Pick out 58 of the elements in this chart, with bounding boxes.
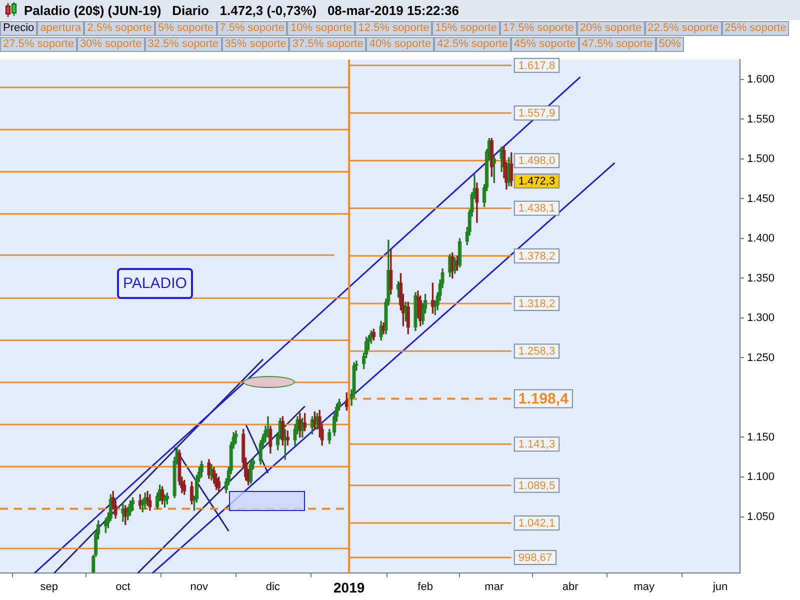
- text: 35% soporte: [222, 37, 290, 52]
- x-tick-label: abr: [562, 580, 579, 593]
- data-label: 1.557,9: [518, 107, 556, 120]
- chart-title: Paladio (20$) (JUN-19) Diario 1.472,3 (-0,73%) 08-mar-2019 15:22:36: [24, 2, 459, 18]
- text: 40% soporte: [366, 37, 434, 52]
- data-label: 1.089,5: [518, 480, 556, 492]
- x-tick-label: oct: [116, 580, 130, 593]
- data-label: 1.042,1: [518, 518, 556, 530]
- annotation: 1.472,3: [518, 176, 556, 188]
- text: apertura: [37, 21, 84, 36]
- data-label: 1.198,4: [518, 390, 570, 408]
- y-tick-label: 1.500: [747, 153, 775, 166]
- text: 25% soporte: [722, 21, 790, 36]
- y-tick-label: 1.150: [747, 431, 775, 444]
- x-tick-label: sep: [40, 580, 58, 593]
- text: 15% soporte: [432, 21, 500, 36]
- text: 12.5% soporte: [355, 21, 432, 36]
- y-tick-label: 1.400: [747, 232, 775, 245]
- data-label: 1.318,2: [518, 298, 556, 310]
- text: 42.5% soporte: [434, 37, 512, 52]
- text: 50%: [656, 37, 684, 52]
- text: 27.5% soporte: [0, 37, 77, 52]
- x-tick-label: may: [634, 580, 656, 593]
- annotation: PALADIO: [117, 268, 193, 299]
- y-tick-label: 1.250: [747, 352, 775, 364]
- x-tick-label: mar: [484, 580, 504, 593]
- text: 10% soporte: [287, 21, 356, 36]
- data-label: 1.258,3: [518, 346, 556, 358]
- x-tick-label: dic: [266, 580, 280, 593]
- text: 32.5% soporte: [144, 37, 222, 52]
- data-label: 998,67: [518, 552, 552, 564]
- y-tick-label: 1.550: [747, 113, 775, 126]
- text: 2.5% soporte: [84, 21, 155, 36]
- text: 20% soporte: [576, 21, 645, 36]
- text: 5% soporte: [155, 21, 217, 36]
- y-tick-label: 1.100: [747, 471, 775, 484]
- text: 7.5% soporte: [216, 21, 288, 36]
- y-tick-label: 1.050: [747, 510, 775, 523]
- y-tick-label: 1.450: [747, 192, 775, 205]
- text: 30% soporte: [76, 37, 145, 52]
- x-tick-label: 2019: [334, 579, 365, 596]
- x-tick-label: feb: [418, 580, 433, 593]
- text: 17.5% soporte: [500, 21, 577, 36]
- text: 47.5% soporte: [578, 37, 656, 52]
- text: 45% soporte: [511, 37, 579, 52]
- y-tick-label: 1.300: [747, 312, 775, 324]
- data-label: 1.438,1: [518, 202, 556, 215]
- y-tick-label: 1.600: [747, 74, 775, 86]
- text: 37.5% soporte: [289, 37, 366, 52]
- text: 22.5% soporte: [644, 21, 722, 36]
- x-tick-label: nov: [190, 580, 208, 593]
- data-label: 1.378,2: [518, 250, 556, 262]
- data-label: 1.498,0: [518, 155, 556, 168]
- text: Precio: [0, 21, 38, 36]
- y-tick-label: 1.350: [747, 272, 775, 284]
- data-label: 1.617,8: [518, 60, 556, 72]
- data-label: 1.141,3: [518, 438, 556, 451]
- x-tick-label: jun: [712, 580, 728, 593]
